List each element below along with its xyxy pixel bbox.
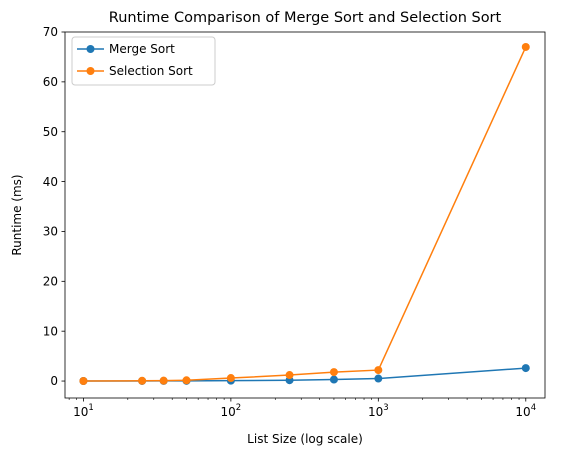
y-tick-label: 50 [43,125,58,139]
x-tick-label: 102 [221,403,242,419]
legend: Merge Sort Selection Sort [71,36,216,86]
series-point-1-1 [138,376,147,385]
x-axis-label: List Size (log scale) [247,432,363,446]
x-tick-label: 104 [515,403,536,419]
plot-frame [64,31,546,399]
series-point-1-0 [79,377,88,385]
y-tick-label: 30 [43,225,58,239]
legend-marker [86,45,95,53]
legend-label: Merge Sort [109,42,175,56]
legend-label: Selection Sort [109,64,193,78]
x-axis-ticks: 101 102 103 104 [68,398,536,419]
x-tick-label: 103 [368,403,389,419]
series-point-1-3 [182,376,191,385]
series-point-1-4 [226,374,235,383]
y-tick-label: 40 [43,175,58,189]
y-tick-label: 0 [50,374,58,388]
plot-area [65,32,545,398]
y-tick-label: 20 [43,275,58,289]
y-axis-label: Runtime (ms) [10,174,24,255]
series-point-1-5 [285,371,294,380]
y-tick-label: 10 [43,324,58,338]
series-point-0-7 [374,374,383,383]
series-point-1-6 [329,368,338,377]
y-tick-label: 60 [43,75,58,89]
legend-frame [71,36,216,86]
chart-title: Runtime Comparison of Merge Sort and Sel… [109,10,502,26]
legend-marker [86,67,95,75]
series-point-0-8 [521,364,530,373]
series-point-0-6 [329,375,338,384]
x-tick-label: 101 [73,403,94,419]
series-point-1-2 [159,376,168,385]
y-tick-label: 70 [43,25,58,39]
series-point-1-8 [521,42,530,51]
series-layer [79,42,530,385]
series-point-1-7 [374,366,383,375]
y-axis-ticks: 0 10 20 30 40 50 60 70 [43,25,65,388]
